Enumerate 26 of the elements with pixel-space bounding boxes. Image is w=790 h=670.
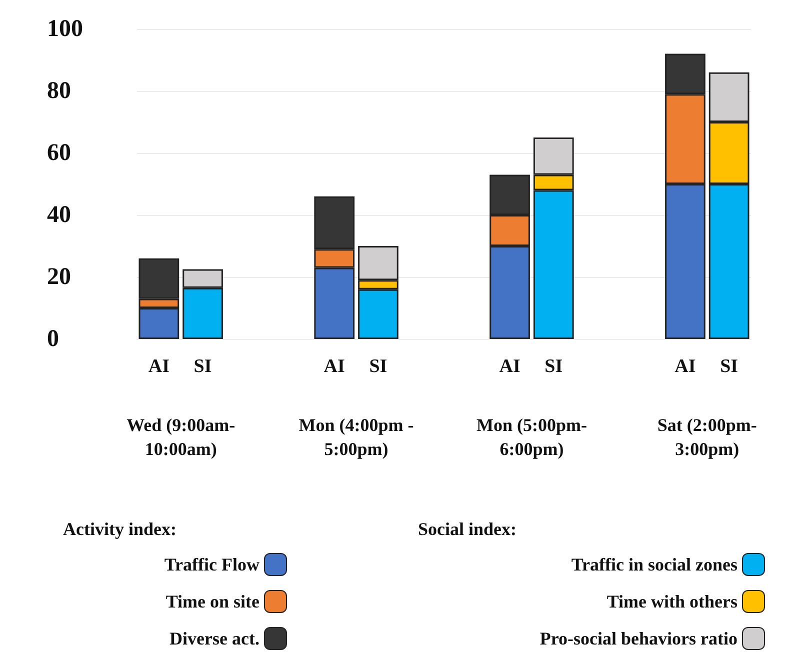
y-tick-label: 20 <box>47 264 71 290</box>
text: Social index: <box>418 519 517 539</box>
x-tick-label: SI <box>194 356 212 377</box>
x-tick-label: SI <box>720 356 738 377</box>
text: Wed (9:00am- 10:00am) <box>126 415 236 459</box>
y-tick-label: 100 <box>47 16 83 42</box>
x-tick-label: AI <box>324 356 345 377</box>
x-tick-label: SI <box>369 356 388 377</box>
legend-label: Time on site <box>166 592 260 612</box>
legend-label: Time with others <box>606 592 738 612</box>
legend-label: Traffic Flow <box>164 554 260 574</box>
text: Mon (4:00pm - 5:00pm) <box>298 415 414 459</box>
x-tick-label: SI <box>544 356 563 377</box>
y-tick-label: 40 <box>47 202 71 228</box>
x-tick-label: AI <box>499 356 520 377</box>
legend-label: Pro-social behaviors ratio <box>540 628 738 648</box>
text: Sat (2:00pm- 3:00pm) <box>657 415 757 459</box>
x-tick-label: AI <box>674 356 696 377</box>
text: Mon (5:00pm- 6:00pm) <box>476 415 587 459</box>
y-tick-label: 0 <box>47 326 59 352</box>
legend-label: Traffic in social zones <box>571 554 738 574</box>
y-tick-label: 80 <box>47 78 71 104</box>
y-tick-label: 60 <box>47 140 71 166</box>
text: Activity index: <box>63 519 176 539</box>
x-tick-label: AI <box>148 356 170 377</box>
legend-label: Diverse act. <box>170 628 260 648</box>
